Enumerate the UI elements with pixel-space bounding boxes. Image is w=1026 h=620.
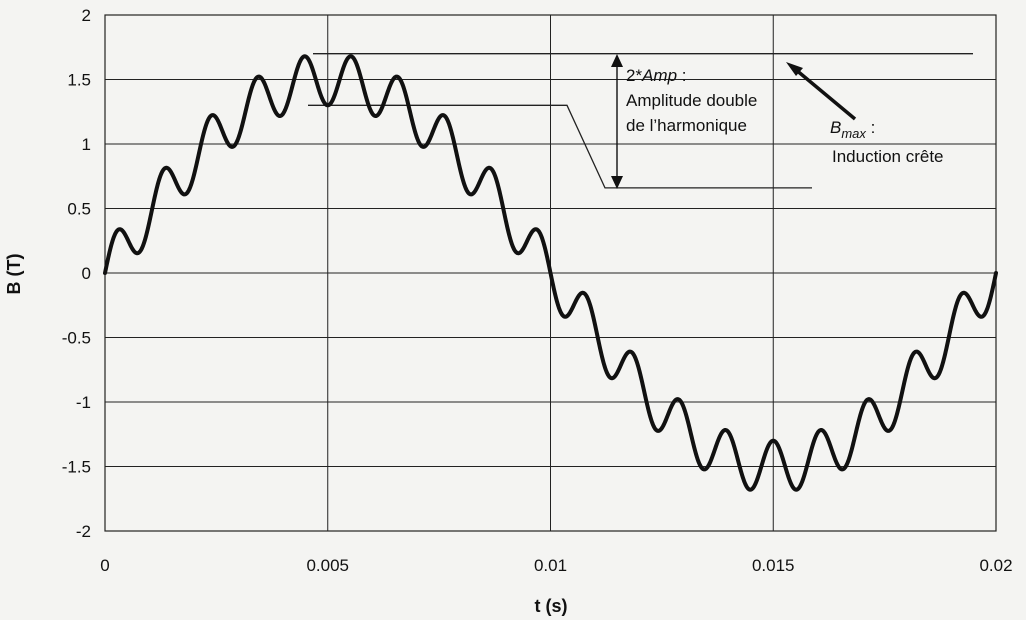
- y-tick-label: -1: [76, 393, 91, 412]
- y-axis-label: B (T): [4, 254, 24, 295]
- x-tick-label: 0: [100, 556, 109, 575]
- x-tick-label: 0.015: [752, 556, 795, 575]
- x-axis-label: t (s): [535, 596, 568, 616]
- amp-annotation-line1: 2*Amp :: [626, 66, 687, 85]
- reference-lines: [308, 53, 973, 189]
- amp-arrow: [611, 54, 623, 189]
- bmax-annotation-line2: Induction crête: [832, 147, 944, 166]
- x-tick-label: 0.01: [534, 556, 567, 575]
- y-tick-label: -2: [76, 522, 91, 541]
- y-tick-label: 2: [82, 6, 91, 25]
- y-tick-label: -1.5: [62, 458, 91, 477]
- x-tick-label: 0.02: [979, 556, 1012, 575]
- y-tick-label: 0.5: [67, 200, 91, 219]
- amp-annotation-line2: Amplitude double: [626, 91, 757, 110]
- amp-reference-lines: [308, 104, 812, 189]
- y-tick-label: 0: [82, 264, 91, 283]
- y-tick-label: -0.5: [62, 329, 91, 348]
- amp-annotation-line3: de l’harmonique: [626, 116, 747, 135]
- x-tick-label: 0.005: [306, 556, 349, 575]
- bmax-arrow: [786, 62, 857, 121]
- bmax-annotation-line1: Bmax :: [830, 118, 875, 141]
- x-tick-labels: 0 0.005 0.01 0.015 0.02: [100, 556, 1012, 575]
- series-line-induction: [103, 54, 998, 492]
- y-tick-label: 1: [82, 135, 91, 154]
- y-tick-label: 1.5: [67, 71, 91, 90]
- y-tick-labels: 2 1.5 1 0.5 0 -0.5 -1 -1.5 -2: [62, 6, 91, 541]
